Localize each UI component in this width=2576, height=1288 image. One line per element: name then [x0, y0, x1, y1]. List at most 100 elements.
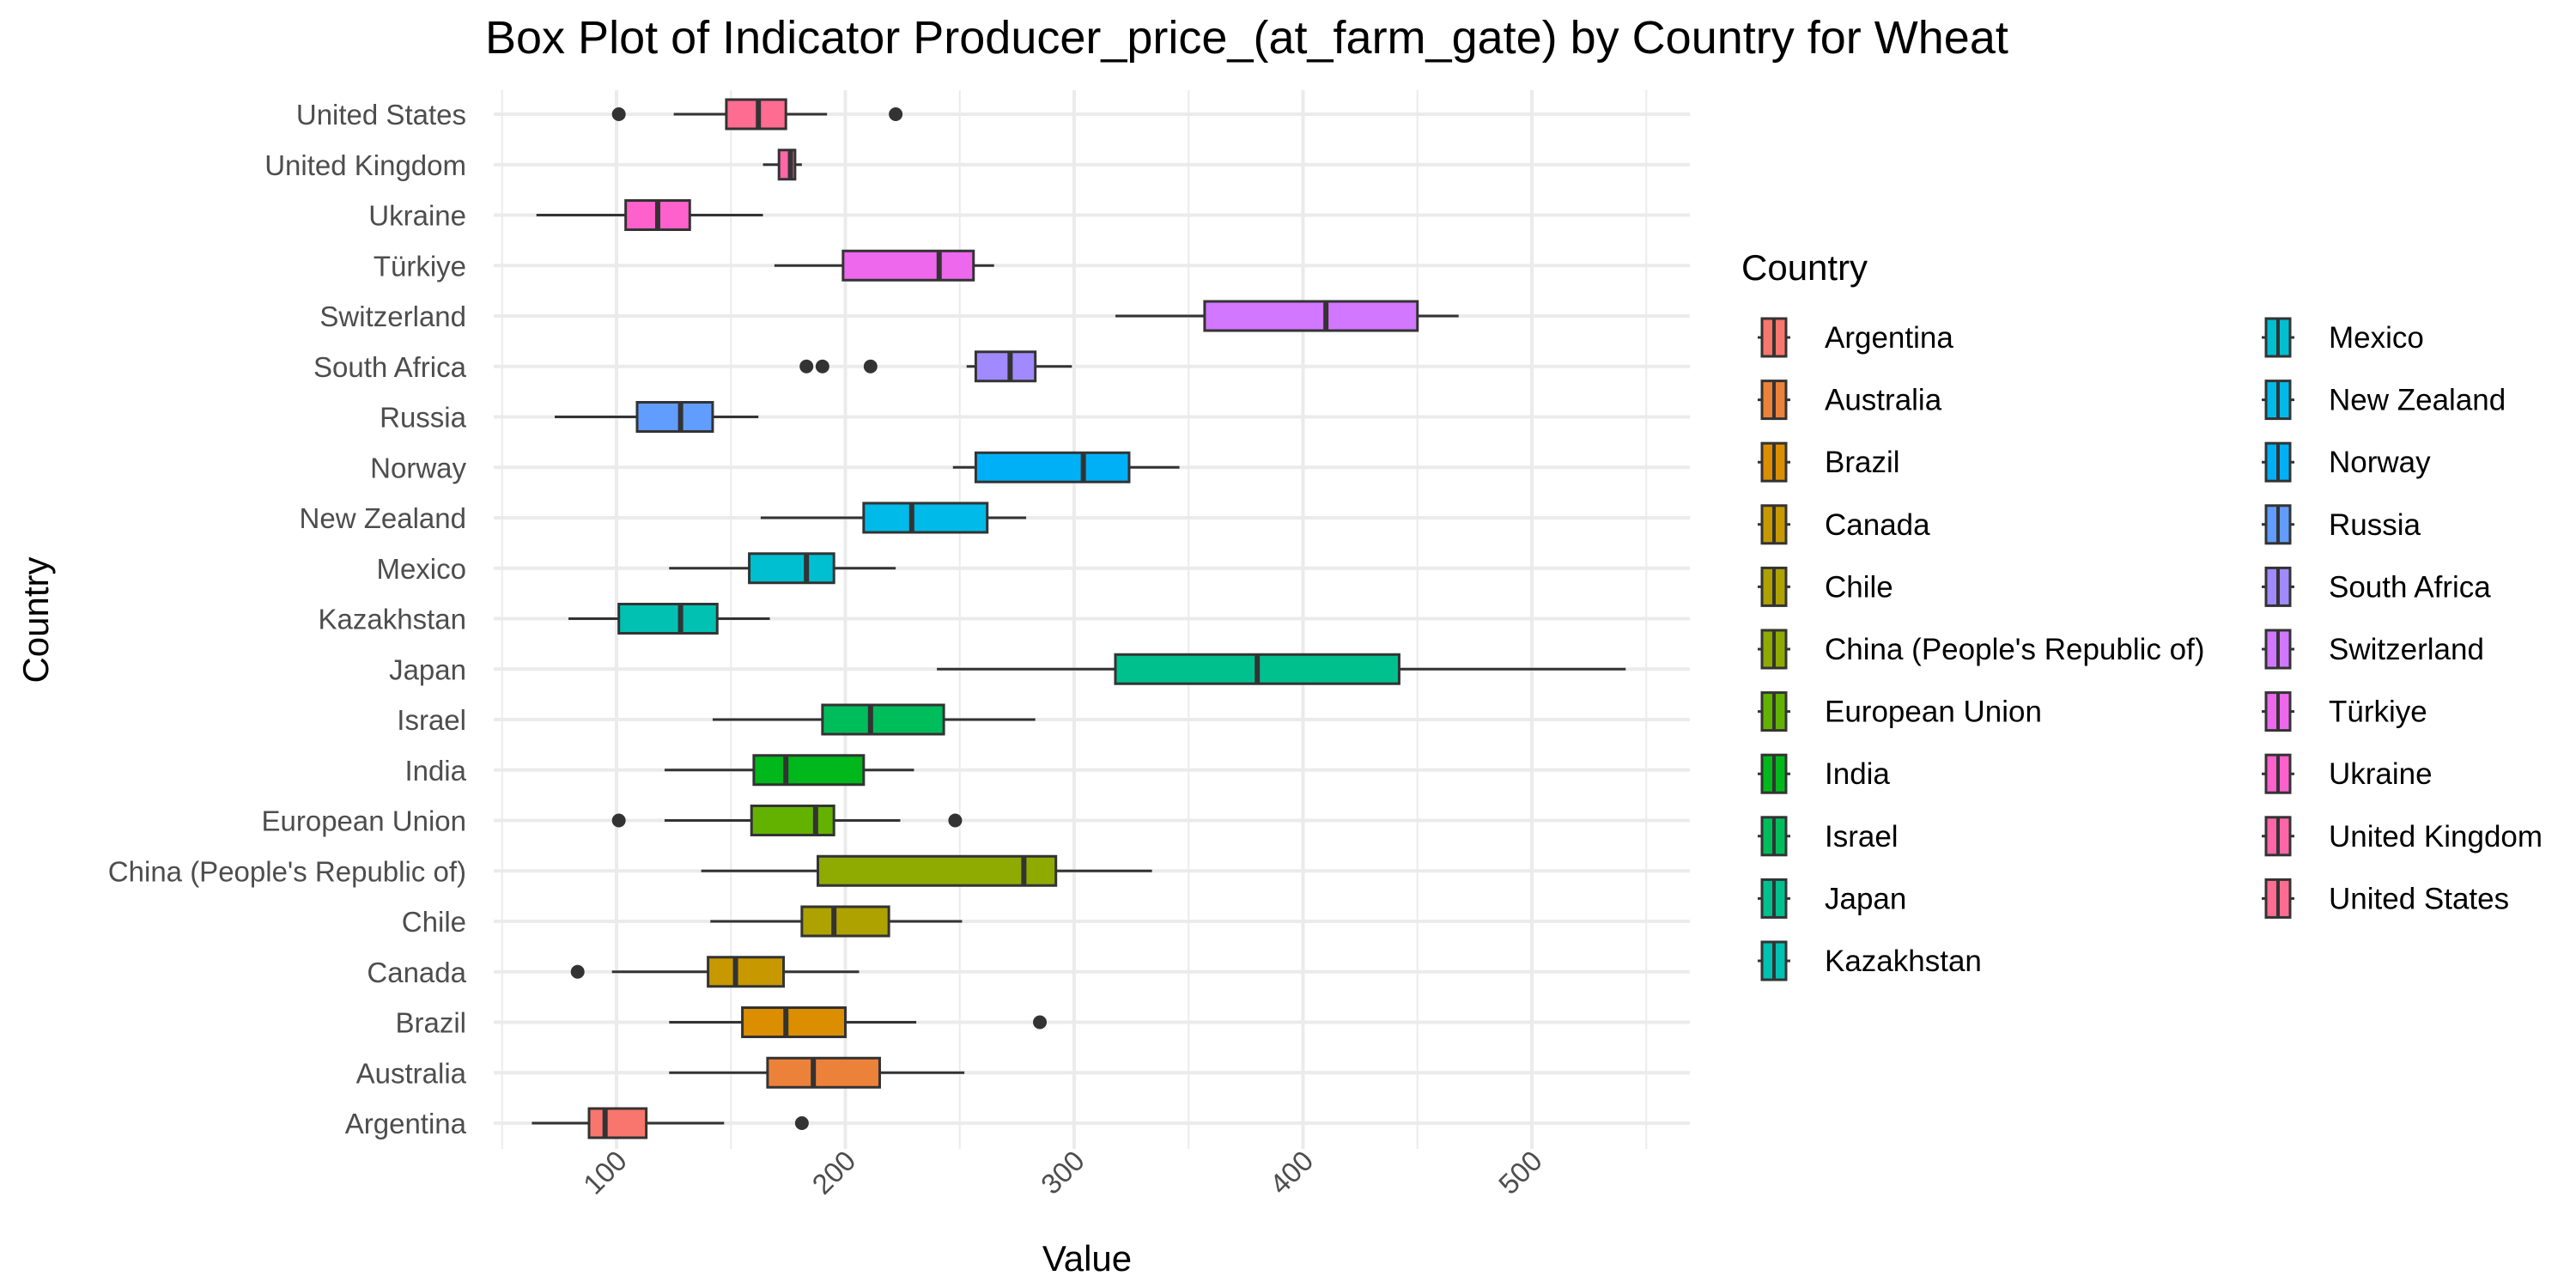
y-tick-label: Argentina	[345, 1108, 467, 1139]
legend-label: United Kingdom	[2329, 820, 2543, 854]
box-rect	[821, 703, 945, 736]
outlier-point	[570, 964, 585, 979]
y-tick-label: Russia	[380, 402, 467, 434]
legend-entry: Brazil	[1758, 441, 1900, 483]
outlier-point	[611, 107, 626, 121]
y-axis-title: Country	[15, 556, 56, 683]
legend-label: Chile	[1825, 570, 1893, 604]
box-rect	[766, 1056, 881, 1089]
y-tick-label: Chile	[402, 906, 466, 938]
outlier-point	[611, 813, 626, 828]
legend-label: Türkiye	[2329, 696, 2427, 729]
legend-title: Country	[1741, 247, 1868, 288]
box-group	[712, 703, 1036, 736]
y-tick-labels: Argentina Australia Brazil Canada Chile China…	[108, 99, 467, 1139]
box-group	[952, 451, 1180, 483]
box-rect	[862, 501, 989, 534]
legend-entry: Kazakhstan	[1758, 940, 1982, 981]
legend-entry: United Kingdom	[2262, 816, 2543, 857]
box-rect	[741, 1006, 848, 1038]
x-tick-label: 500	[1492, 1145, 1548, 1200]
legend-label: New Zealand	[2329, 384, 2506, 417]
box-group	[799, 350, 1072, 383]
box-group	[611, 805, 963, 836]
y-tick-label: Israel	[397, 704, 466, 736]
box-rect	[617, 603, 719, 635]
outlier-point	[889, 107, 903, 121]
x-tick-labels: 100 200 300 400 500	[577, 1145, 1548, 1200]
box-group	[555, 401, 759, 433]
legend-entry: Norway	[2262, 441, 2431, 483]
box-group	[568, 603, 770, 635]
legend-entry: Ukraine	[2262, 753, 2433, 794]
box-group	[760, 501, 1027, 534]
x-tick-label: 200	[805, 1145, 861, 1200]
legend-entry: Israel	[1758, 816, 1899, 857]
legend-label: Mexico	[2329, 321, 2424, 355]
legend-label: Australia	[1825, 384, 1942, 417]
box-group	[669, 1006, 1048, 1038]
y-tick-label: European Union	[261, 805, 466, 837]
legend-entry: South Africa	[2262, 566, 2491, 607]
y-tick-label: India	[404, 755, 466, 787]
legend-label: Switzerland	[2329, 633, 2484, 666]
legend-entry: Canada	[1758, 504, 1930, 545]
y-tick-label: United States	[296, 99, 466, 131]
box-rect	[817, 854, 1058, 887]
legend-entry: Australia	[1758, 380, 1942, 421]
outlier-point	[863, 359, 878, 374]
legend-entry: Japan	[1758, 878, 1906, 919]
box-rect	[974, 350, 1037, 383]
legend-label: Brazil	[1825, 446, 1900, 479]
y-tick-label: Australia	[356, 1057, 467, 1089]
legend-label: China (People's Republic of)	[1825, 633, 2204, 666]
legend-label: Argentina	[1825, 321, 1953, 355]
box-rect	[748, 552, 835, 585]
y-tick-label: Ukraine	[368, 200, 466, 232]
y-tick-label: United Kingdom	[264, 149, 466, 181]
y-tick-label: Brazil	[395, 1007, 466, 1039]
y-tick-label: China (People's Republic of)	[108, 855, 466, 887]
legend-label: India	[1825, 757, 1890, 791]
box-rect	[707, 956, 786, 988]
legend-entry: Argentina	[1758, 317, 1953, 358]
legend-entry: New Zealand	[2262, 380, 2506, 421]
y-tick-label: Canada	[367, 957, 466, 988]
outlier-point	[815, 359, 829, 374]
legend-entry: United States	[2262, 878, 2509, 919]
box-group	[701, 854, 1152, 887]
legend-label: Norway	[2329, 446, 2431, 479]
y-tick-label: New Zealand	[300, 502, 466, 534]
box-rect	[841, 249, 975, 282]
legend-label: Canada	[1825, 508, 1930, 542]
legend-label: Russia	[2329, 508, 2421, 542]
box-group	[536, 199, 763, 231]
box-rect	[635, 401, 714, 433]
legend-entry: European Union	[1758, 691, 2042, 732]
box-group	[710, 905, 963, 938]
box-rect	[750, 805, 835, 836]
legend-label: Israel	[1825, 820, 1899, 854]
legend-label: Japan	[1825, 882, 1906, 915]
box-group	[1115, 300, 1459, 332]
outlier-point	[794, 1116, 809, 1130]
box-group	[669, 1056, 965, 1089]
outlier-point	[799, 359, 814, 374]
box-group	[937, 653, 1626, 685]
outlier-point	[1033, 1015, 1048, 1030]
legend-label: United States	[2329, 882, 2509, 915]
box-group	[532, 1107, 809, 1139]
legend-entry: Mexico	[2262, 317, 2424, 358]
box-rect	[800, 905, 890, 938]
y-tick-label: Norway	[370, 452, 466, 483]
box-rect	[974, 451, 1131, 483]
legend: Argentina Australia Brazil Canada Chile China…	[1758, 317, 2543, 981]
box-rect	[752, 754, 866, 787]
box-group	[669, 552, 896, 585]
y-tick-label: Kazakhstan	[319, 604, 466, 635]
legend-entry: Türkiye	[2262, 691, 2427, 732]
box-group	[762, 149, 802, 181]
legend-label: European Union	[1825, 696, 2042, 729]
